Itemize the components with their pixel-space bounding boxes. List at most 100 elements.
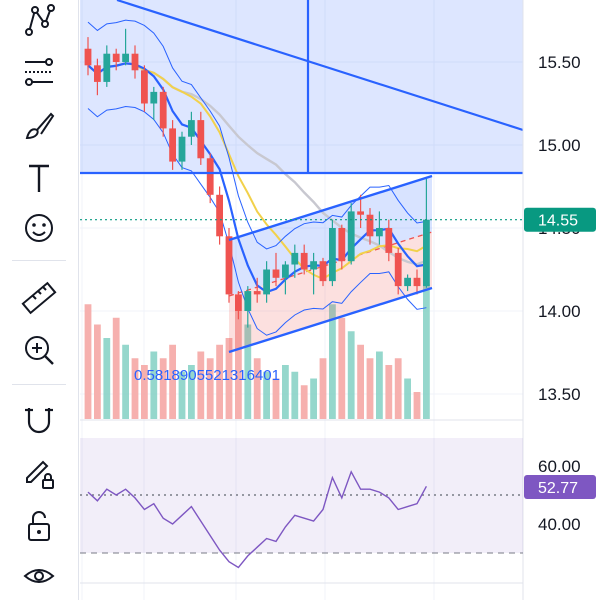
zoom-in-button[interactable] <box>14 328 64 372</box>
rsi-area <box>80 438 523 600</box>
candle-down <box>197 120 205 159</box>
volume-bar <box>94 324 101 419</box>
drawing-toolbar <box>0 0 79 600</box>
brush-tool-button[interactable] <box>14 104 64 148</box>
price-tick-label: 14.00 <box>538 302 581 321</box>
volume-bar <box>329 304 336 419</box>
ruler-tool-button[interactable] <box>14 276 64 320</box>
trend-line <box>116 0 524 132</box>
rsi-line <box>87 470 428 569</box>
volume-bar <box>300 385 308 419</box>
candle-up <box>404 277 411 287</box>
toolbar-separator <box>12 260 66 261</box>
volume-bar <box>150 351 158 419</box>
channel-top-line <box>228 174 433 242</box>
candlestick-series <box>84 28 430 328</box>
candle-up <box>178 136 186 162</box>
volume-bar <box>385 365 393 419</box>
volume-bar <box>253 358 261 419</box>
volume-bar <box>131 358 139 419</box>
rectangle-zone <box>80 0 523 173</box>
volume-bar <box>225 338 233 419</box>
candle-down <box>319 261 327 282</box>
rsi-value-label: 52.77 <box>538 480 578 497</box>
fib-tool-button[interactable] <box>14 50 64 94</box>
volume-bar <box>319 358 327 419</box>
unlock-button[interactable] <box>14 504 64 548</box>
drawings-front[interactable] <box>80 0 524 354</box>
candle-up <box>291 252 299 265</box>
candle-down <box>169 128 176 162</box>
unlock-icon <box>28 511 50 541</box>
channel-bottom-line <box>228 286 433 354</box>
volume-bar <box>244 324 252 419</box>
volume-bar <box>404 378 411 419</box>
volume-bar <box>347 331 355 419</box>
rsi-axis[interactable]: 60.00 40.00 52.77 <box>524 457 596 534</box>
rsi-pane <box>80 438 523 569</box>
bollinger-upper-line <box>87 19 427 250</box>
candle-down <box>235 294 242 311</box>
candle-up <box>423 219 430 287</box>
text-tool-icon <box>29 164 49 192</box>
volume-bar <box>235 311 242 419</box>
candle-down <box>94 65 101 82</box>
volume-bar <box>376 351 383 419</box>
volume-bar <box>338 317 346 419</box>
candle-down <box>84 48 92 66</box>
candle-up <box>188 120 195 137</box>
volume-bar <box>263 371 270 419</box>
volume-bar <box>423 284 430 419</box>
rsi-value-badge <box>524 474 596 499</box>
volume-bar <box>310 378 317 419</box>
candle-down <box>357 211 364 215</box>
candle-down <box>394 252 402 287</box>
ruler-tool-icon <box>21 281 57 315</box>
candle-up <box>103 53 111 82</box>
candle-down <box>300 252 308 270</box>
volume-bar <box>366 358 374 419</box>
volume-bar <box>282 365 289 419</box>
volume-bar <box>413 392 421 419</box>
candle-up <box>310 261 317 270</box>
volume-bar <box>394 358 402 419</box>
lock-pencil-icon <box>26 460 54 489</box>
emoji-tool-icon <box>25 214 53 242</box>
candle-down <box>272 269 280 278</box>
candle-down <box>225 236 233 295</box>
volume-bar <box>178 371 186 419</box>
volume-bar <box>141 365 148 419</box>
emoji-tool-button[interactable] <box>14 206 64 250</box>
volume-bar <box>84 304 92 419</box>
candle-down <box>206 158 214 195</box>
rsi-tick-label: 40.00 <box>538 515 581 534</box>
last-price-label: 14.55 <box>538 213 578 230</box>
volume-bar <box>291 371 299 419</box>
channel-annotation: 0.5818905521316401 <box>134 367 280 384</box>
candle-up <box>122 53 129 62</box>
text-tool-button[interactable] <box>14 156 64 200</box>
eye-icon <box>23 569 55 583</box>
magnet-button[interactable] <box>14 398 64 442</box>
price-tick-label: 13.50 <box>538 385 581 404</box>
volume-bar <box>188 365 195 419</box>
last-price-badge <box>524 207 596 232</box>
candle-down <box>253 291 261 295</box>
volume-bar <box>272 378 280 419</box>
volume-bar <box>216 344 223 419</box>
candle-up <box>329 228 336 282</box>
candle-up <box>376 228 383 237</box>
volume-bar <box>103 338 111 419</box>
volume-bars <box>84 284 430 419</box>
pattern-tool-button[interactable] <box>14 0 64 44</box>
eye-button[interactable] <box>14 554 64 598</box>
volume-bar <box>197 351 205 419</box>
candle-down <box>385 228 393 253</box>
candle-down <box>141 70 148 104</box>
lock-pencil-button[interactable] <box>14 450 64 494</box>
fib-tool-icon <box>25 58 53 86</box>
drawings-back <box>80 0 523 352</box>
channel-lower-fill <box>229 232 432 352</box>
